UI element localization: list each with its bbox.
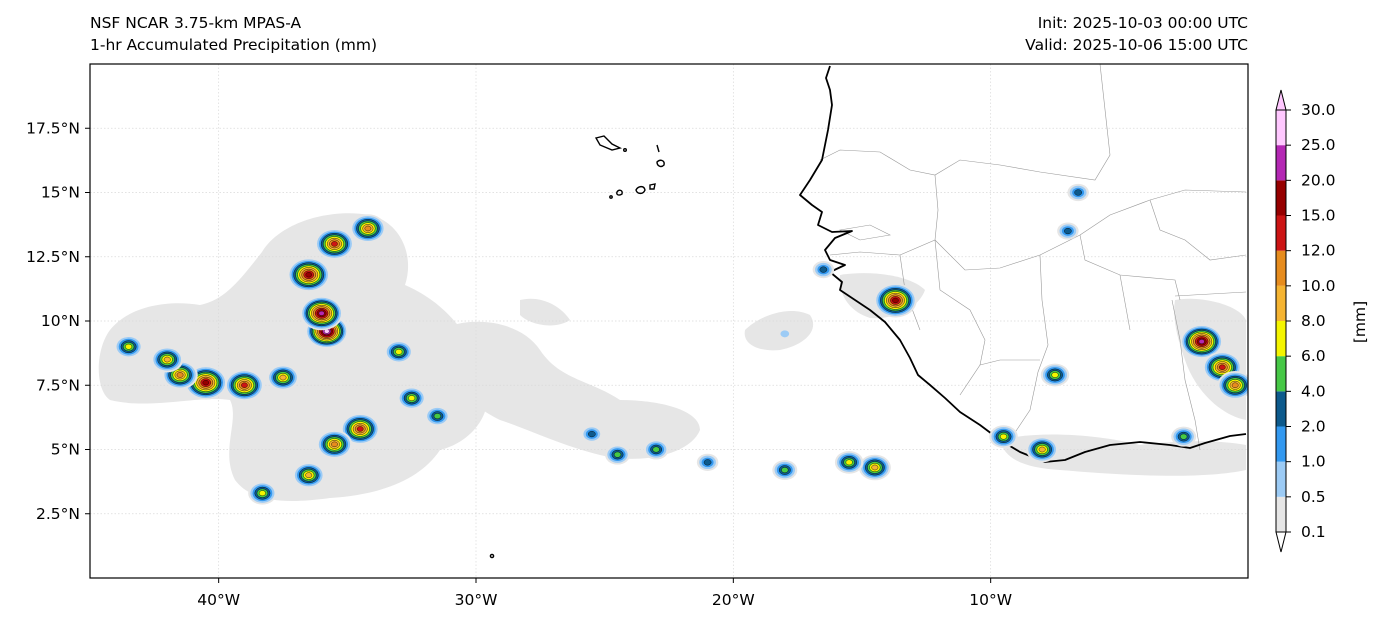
field-title: 1-hr Accumulated Precipitation (mm) (90, 36, 377, 54)
precip-cell (224, 369, 264, 401)
lat-tick-label: 2.5°N (36, 505, 80, 523)
precip-cell (1171, 426, 1197, 447)
precip-cell (314, 228, 354, 260)
colorbar-extend-high (1275, 89, 1287, 111)
lat-tick-label: 17.5°N (26, 119, 80, 137)
valid-time: Valid: 2025-10-06 15:00 UTC (1025, 36, 1248, 54)
colorbar-level-label: 15.0 (1301, 207, 1336, 225)
colorbar-segment (1276, 496, 1286, 532)
colorbar-segment (1276, 250, 1286, 286)
storm-shield (98, 213, 488, 501)
precip-cells (114, 183, 1248, 505)
precip-cell (858, 454, 891, 481)
precip-cell (184, 365, 228, 400)
precip-cell (350, 214, 386, 243)
precip-cell (340, 413, 380, 445)
lon-tick-label: 30°W (455, 591, 498, 609)
colorbar-segment (1276, 145, 1286, 181)
precip-cell (151, 346, 184, 373)
precip-cell (989, 425, 1018, 449)
precip-cell (1217, 371, 1248, 400)
colorbar-segment (1276, 426, 1286, 462)
precip-cell (316, 430, 353, 459)
precip-cell (384, 340, 414, 364)
precip-cell (581, 425, 603, 443)
central-shield (440, 321, 700, 459)
colorbar-level-label: 0.5 (1301, 488, 1326, 506)
precip-cell (605, 444, 631, 465)
colorbar-segment (1276, 285, 1286, 321)
colorbar-segment (1276, 110, 1286, 146)
colorbar-level-label: 30.0 (1301, 101, 1336, 119)
precip-cell (777, 328, 793, 340)
lat-tick-label: 10°N (41, 312, 80, 330)
precip-cell (397, 386, 426, 410)
lon-tick-label: 40°W (197, 591, 240, 609)
lat-tick-label: 12.5°N (26, 248, 80, 266)
precip-cell (248, 481, 277, 505)
country-borders (819, 64, 1247, 451)
cape-verde-islands (489, 135, 665, 559)
colorbar-extend-low (1275, 531, 1287, 553)
colorbar-segment (1276, 356, 1286, 392)
init-time: Init: 2025-10-03 00:00 UTC (1037, 14, 1248, 32)
colorbar-level-label: 25.0 (1301, 136, 1336, 154)
precip-cell (874, 283, 917, 318)
colorbar-level-label: 20.0 (1301, 171, 1336, 189)
colorbar-level-label: 2.0 (1301, 418, 1326, 436)
lat-axis: 2.5°N 5°N 7.5°N 10°N 12.5°N 15°N 17.5°N (26, 119, 90, 523)
colorbar-level-label: 10.0 (1301, 277, 1336, 295)
colorbar-segment (1276, 215, 1286, 251)
lon-tick-label: 10°W (969, 591, 1012, 609)
colorbar-segment (1276, 321, 1286, 357)
precip-cell (1026, 436, 1059, 463)
precip-cell (300, 296, 343, 331)
lat-tick-label: 7.5°N (36, 376, 80, 394)
colorbar-level-label: 4.0 (1301, 382, 1326, 400)
light-precip-shields (98, 213, 1246, 501)
precip-cell (424, 406, 450, 427)
colorbar-level-label: 6.0 (1301, 347, 1326, 365)
precip-cell (1057, 222, 1079, 240)
colorbar-segment (1276, 391, 1286, 427)
colorbar-level-label: 8.0 (1301, 312, 1326, 330)
precip-cell (643, 439, 669, 460)
colorbar: 0.1 0.5 1.0 2.0 4.0 6.0 8.0 10.0 12.0 15.0 20.0 25.… (1275, 89, 1336, 553)
precip-cell (287, 257, 330, 292)
model-title: NSF NCAR 3.75-km MPAS-A (90, 14, 302, 32)
precip-cell (267, 364, 299, 391)
precip-cell (812, 261, 835, 279)
colorbar-segment (1276, 461, 1286, 497)
precip-cell (1067, 183, 1089, 202)
colorbar-level-label: 12.0 (1301, 242, 1336, 260)
colorbar-level-label: 0.1 (1301, 523, 1326, 541)
lat-tick-label: 5°N (51, 441, 80, 459)
trough-shield (520, 298, 570, 326)
precip-cell (834, 450, 864, 474)
precip-cell (772, 460, 798, 481)
precip-cell (292, 462, 325, 489)
precip-cell (1180, 324, 1223, 359)
lon-axis: 40°W 30°W 20°W 10°W (197, 578, 1012, 609)
lon-tick-label: 20°W (712, 591, 755, 609)
lat-tick-label: 15°N (41, 184, 80, 202)
colorbar-unit-label: [mm] (1351, 301, 1369, 343)
colorbar-segment (1276, 180, 1286, 216)
colorbar-level-label: 1.0 (1301, 453, 1326, 471)
precip-cell (1040, 363, 1070, 387)
precip-cell (696, 453, 719, 471)
coastline (799, 65, 1247, 463)
precip-cell (114, 335, 143, 359)
